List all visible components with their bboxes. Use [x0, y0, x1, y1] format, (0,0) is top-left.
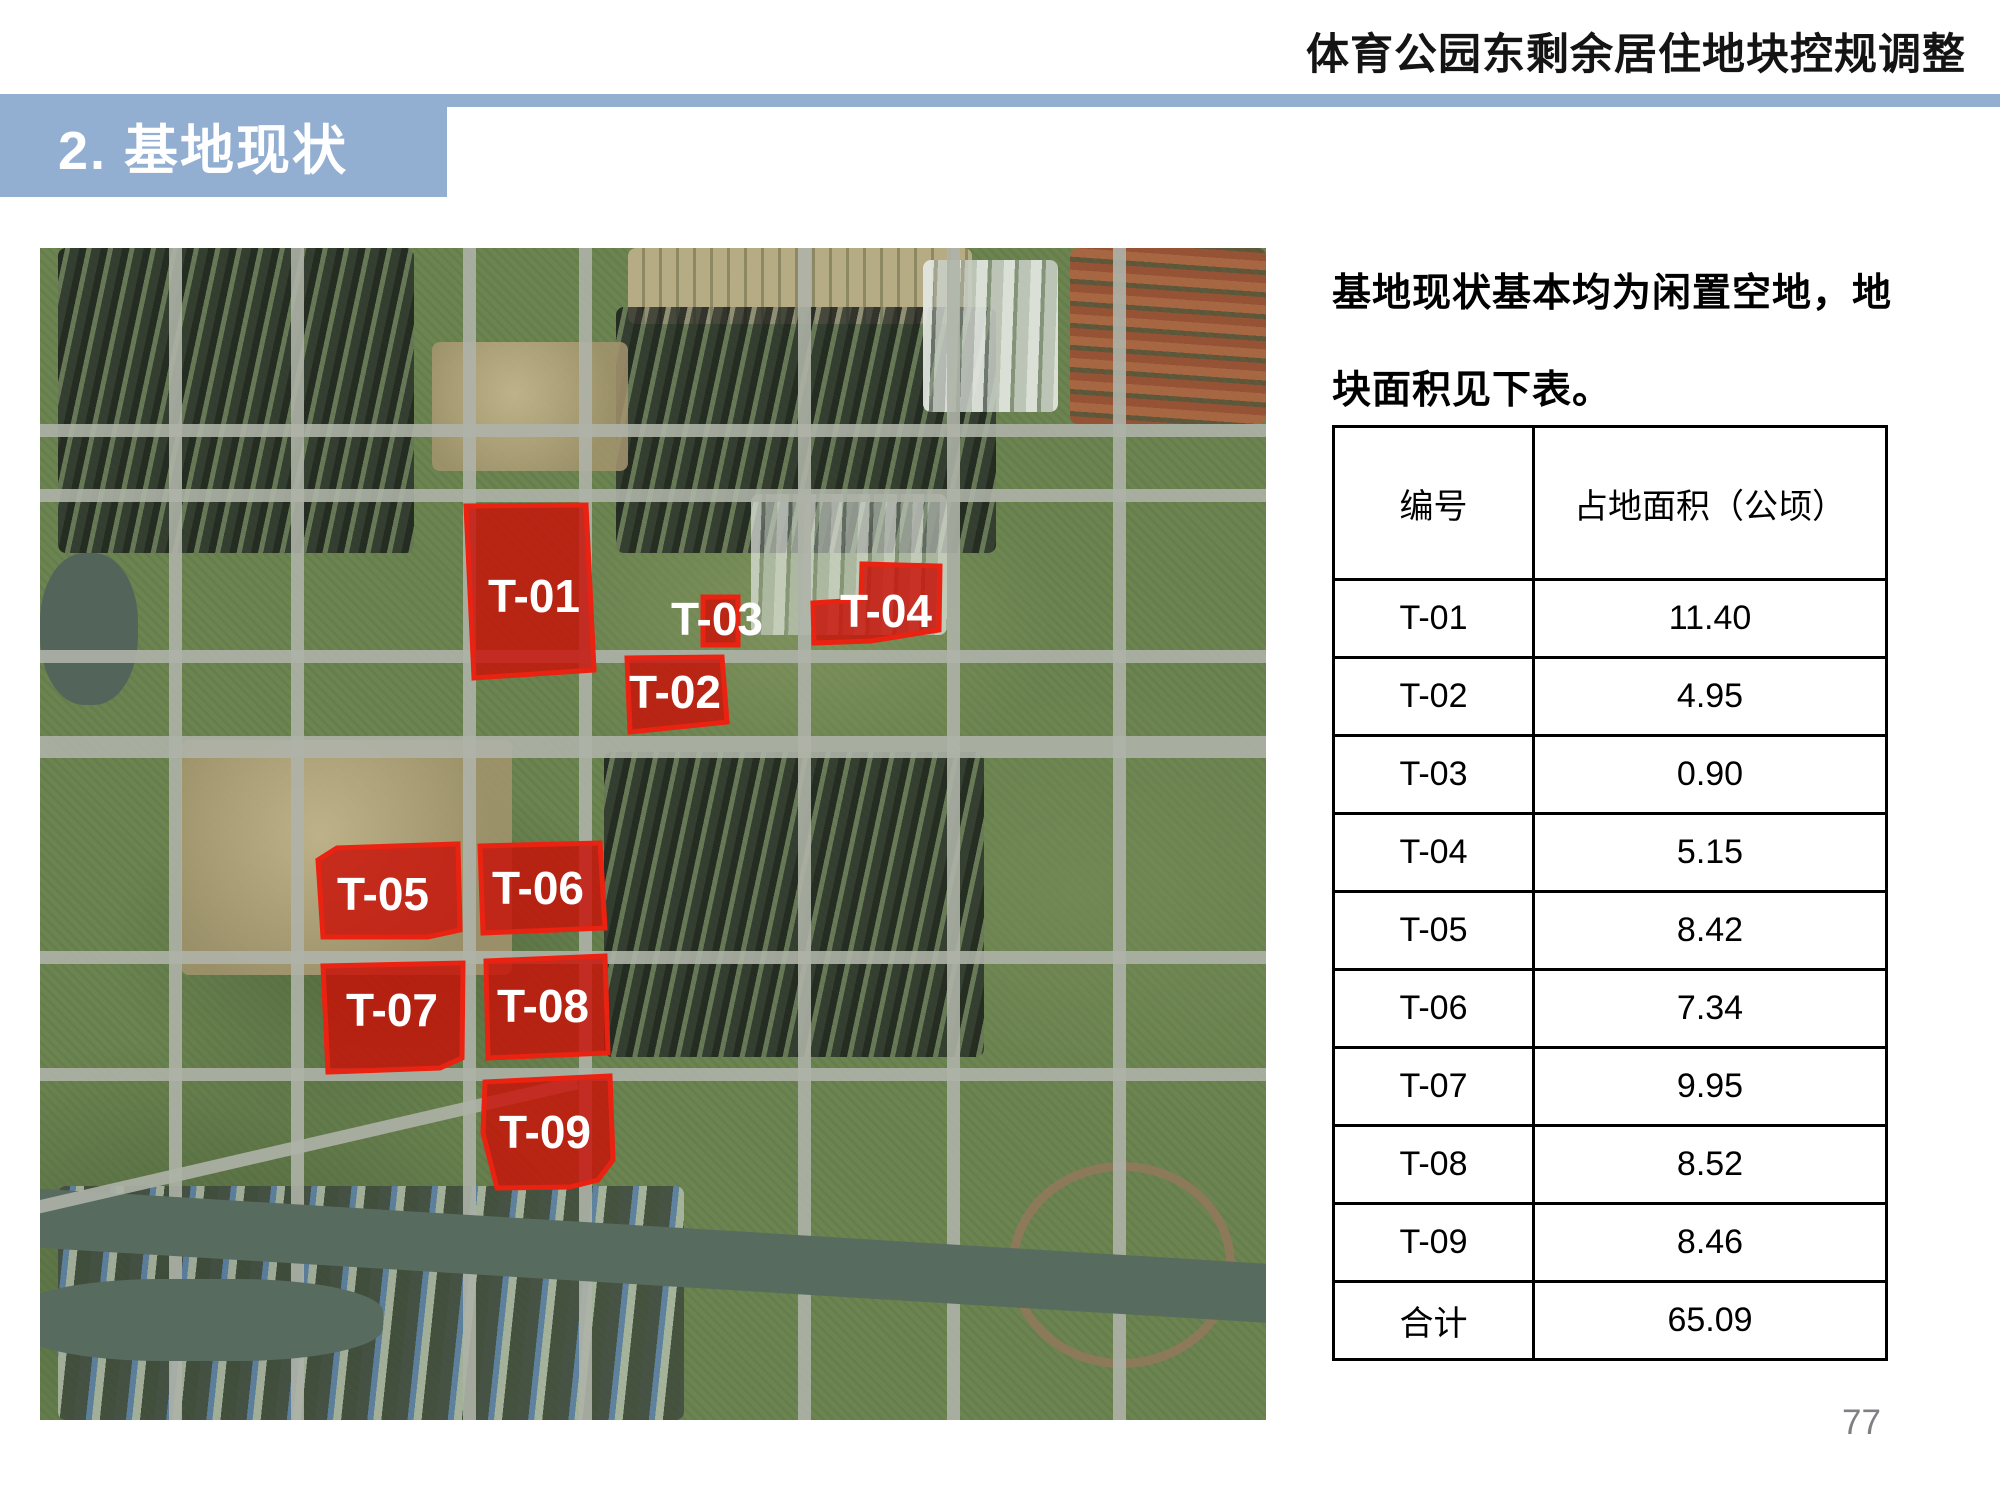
map-red-roof-campus	[1069, 248, 1266, 424]
plot-polygon	[477, 840, 608, 936]
page-number: 77	[1842, 1403, 1881, 1442]
plot-label: T-05	[337, 868, 429, 920]
table-cell: 8.46	[1532, 1202, 1888, 1283]
table-cell: 8.52	[1532, 1124, 1888, 1205]
plot-T-02: T-02	[624, 654, 730, 735]
map-road	[168, 248, 182, 1420]
table-row: T-01 11.40	[1332, 578, 1888, 659]
table-cell: 7.34	[1532, 968, 1888, 1049]
plot-T-04: T-04	[810, 561, 943, 646]
table-cell: T-04	[1332, 812, 1535, 893]
table-header-row: 编号 占地面积（公顷）	[1332, 425, 1888, 581]
table-cell: T-06	[1332, 968, 1535, 1049]
map-road	[40, 489, 1266, 503]
area-table: 编号 占地面积（公顷） T-01 11.40 T-02 4.95 T-03 0.90 T-0…	[1332, 425, 1888, 1361]
table-cell: 5.15	[1532, 812, 1888, 893]
table-cell: T-01	[1332, 578, 1535, 659]
plot-label: T-04	[840, 585, 932, 637]
plot-label: T-08	[497, 980, 589, 1032]
plot-T-09: T-09	[480, 1073, 616, 1191]
table-cell: T-08	[1332, 1124, 1535, 1205]
plot-T-08: T-08	[483, 953, 611, 1061]
table-cell: 11.40	[1532, 578, 1888, 659]
table-row: T-04 5.15	[1332, 812, 1888, 893]
section-title: 2. 基地现状	[58, 121, 349, 181]
map-road	[1112, 248, 1126, 1420]
table-row: T-06 7.34	[1332, 968, 1888, 1049]
plot-polygon	[320, 960, 466, 1075]
plot-label: T-03	[671, 593, 763, 645]
map-river	[40, 1279, 384, 1362]
table-row: T-02 4.95	[1332, 656, 1888, 737]
accent-strip	[0, 94, 2000, 107]
plot-T-03: T-03	[671, 593, 763, 648]
plot-polygon	[624, 654, 730, 735]
table-cell: 合计	[1332, 1280, 1535, 1361]
table-cell: T-09	[1332, 1202, 1535, 1283]
area-table-body: T-01 11.40 T-02 4.95 T-03 0.90 T-04 5.15 T-05 8.4…	[1332, 578, 1888, 1361]
map-road	[40, 951, 1266, 965]
note-line-2: 块面积见下表。	[1332, 369, 1613, 412]
plot-T-05: T-05	[315, 841, 463, 940]
plot-polygon	[810, 561, 943, 646]
plot-polygon	[315, 841, 463, 940]
plot-T-01: T-01	[463, 502, 597, 681]
map-road	[40, 423, 1266, 437]
map-industrial-buildings	[922, 259, 1058, 413]
document-title: 体育公园东剩余居住地块控规调整	[1306, 31, 1966, 79]
table-row: 合计 65.09	[1332, 1280, 1888, 1361]
plot-polygon	[463, 502, 597, 681]
satellite-map: T-01 T-02 T-03 T-04 T-05 T-06 T-07 T-08 T-09	[40, 248, 1266, 1420]
section-banner: 2. 基地现状	[0, 94, 447, 197]
table-row: T-05 8.42	[1332, 890, 1888, 971]
table-cell: 9.95	[1532, 1046, 1888, 1127]
table-cell: 4.95	[1532, 656, 1888, 737]
table-row: T-09 8.46	[1332, 1202, 1888, 1283]
table-cell: T-03	[1332, 734, 1535, 815]
plot-label: T-07	[346, 984, 438, 1036]
table-cell: T-07	[1332, 1046, 1535, 1127]
plot-overlay: T-01 T-02 T-03 T-04 T-05 T-06 T-07 T-08 T-09	[315, 502, 943, 1191]
plot-label: T-01	[488, 570, 580, 622]
plot-T-06: T-06	[477, 840, 608, 936]
table-row: T-08 8.52	[1332, 1124, 1888, 1205]
map-road	[40, 735, 1266, 758]
plot-label: T-02	[629, 666, 721, 718]
plot-T-07: T-07	[320, 960, 466, 1075]
map-road	[947, 248, 961, 1420]
map-residential-cluster	[603, 751, 984, 1057]
table-cell: 8.42	[1532, 890, 1888, 971]
plot-polygon	[480, 1073, 616, 1191]
plot-polygon	[700, 594, 741, 648]
table-cell: 0.90	[1532, 734, 1888, 815]
table-header-id: 编号	[1332, 425, 1535, 581]
plot-label: T-09	[499, 1106, 591, 1158]
map-pond	[40, 552, 139, 706]
map-road	[797, 248, 811, 1420]
plot-label: T-06	[492, 862, 584, 914]
note-line-1: 基地现状基本均为闲置空地，地	[1332, 272, 1893, 315]
table-cell: T-05	[1332, 890, 1535, 971]
table-cell: T-02	[1332, 656, 1535, 737]
table-header-area: 占地面积（公顷）	[1532, 425, 1888, 581]
table-row: T-07 9.95	[1332, 1046, 1888, 1127]
table-row: T-03 0.90	[1332, 734, 1888, 815]
plot-polygon	[483, 953, 611, 1061]
table-cell: 65.09	[1532, 1280, 1888, 1361]
note-text: 基地现状基本均为闲置空地，地 块面积见下表。	[1332, 245, 1972, 439]
map-road	[291, 248, 305, 1420]
